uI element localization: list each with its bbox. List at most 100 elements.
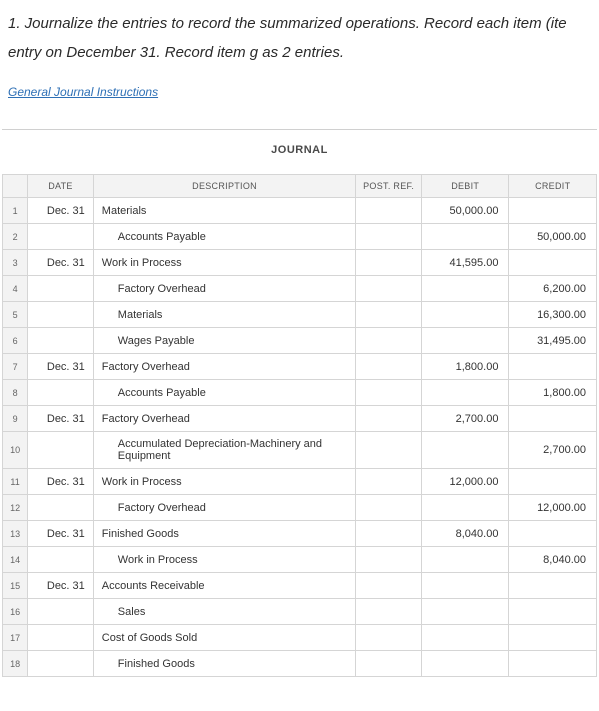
cell-date[interactable]: Dec. 31 <box>28 198 94 224</box>
cell-credit[interactable] <box>509 406 597 432</box>
table-row: 5 Materials 16,300.00 <box>3 302 597 328</box>
cell-postref[interactable] <box>356 224 422 250</box>
cell-credit[interactable] <box>509 250 597 276</box>
cell-debit[interactable] <box>421 573 509 599</box>
cell-credit[interactable]: 6,200.00 <box>509 276 597 302</box>
cell-credit[interactable]: 8,040.00 <box>509 547 597 573</box>
cell-credit[interactable]: 1,800.00 <box>509 380 597 406</box>
cell-date[interactable]: Dec. 31 <box>28 250 94 276</box>
table-row: 13Dec. 31Finished Goods8,040.00 <box>3 521 597 547</box>
cell-debit[interactable] <box>421 625 509 651</box>
cell-debit[interactable] <box>421 380 509 406</box>
cell-debit[interactable] <box>421 599 509 625</box>
cell-debit[interactable] <box>421 328 509 354</box>
cell-description[interactable]: Accounts Payable <box>93 224 356 250</box>
cell-credit[interactable]: 50,000.00 <box>509 224 597 250</box>
cell-postref[interactable] <box>356 651 422 677</box>
table-row: 7Dec. 31Factory Overhead1,800.00 <box>3 354 597 380</box>
cell-date[interactable] <box>28 328 94 354</box>
cell-postref[interactable] <box>356 406 422 432</box>
table-row: 14Work in Process8,040.00 <box>3 547 597 573</box>
instructions-line2: entry on December 31. Record item g as 2… <box>8 44 344 61</box>
cell-credit[interactable] <box>509 198 597 224</box>
table-row: 4Factory Overhead6,200.00 <box>3 276 597 302</box>
cell-debit[interactable]: 41,595.00 <box>421 250 509 276</box>
cell-date[interactable]: Dec. 31 <box>28 573 94 599</box>
cell-debit[interactable]: 8,040.00 <box>421 521 509 547</box>
table-row: 10Accumulated Depreciation-Machinery and… <box>3 432 597 469</box>
cell-description[interactable]: Work in Process <box>93 469 356 495</box>
cell-postref[interactable] <box>356 573 422 599</box>
cell-date[interactable] <box>28 224 94 250</box>
cell-credit[interactable] <box>509 573 597 599</box>
cell-postref[interactable] <box>356 276 422 302</box>
cell-postref[interactable] <box>356 198 422 224</box>
cell-description[interactable]: Materials <box>93 302 356 328</box>
cell-description[interactable]: Work in Process <box>93 250 356 276</box>
cell-description[interactable]: Work in Process <box>93 547 356 573</box>
cell-date[interactable] <box>28 495 94 521</box>
cell-postref[interactable] <box>356 599 422 625</box>
cell-postref[interactable] <box>356 302 422 328</box>
cell-date[interactable] <box>28 380 94 406</box>
cell-debit[interactable]: 50,000.00 <box>421 198 509 224</box>
cell-debit[interactable] <box>421 276 509 302</box>
cell-debit[interactable] <box>421 224 509 250</box>
cell-date[interactable] <box>28 625 94 651</box>
cell-postref[interactable] <box>356 250 422 276</box>
cell-date[interactable] <box>28 432 94 469</box>
cell-credit[interactable] <box>509 625 597 651</box>
cell-credit[interactable] <box>509 651 597 677</box>
cell-credit[interactable]: 2,700.00 <box>509 432 597 469</box>
cell-postref[interactable] <box>356 469 422 495</box>
cell-postref[interactable] <box>356 521 422 547</box>
cell-debit[interactable] <box>421 432 509 469</box>
cell-debit[interactable] <box>421 547 509 573</box>
cell-description[interactable]: Wages Payable <box>93 328 356 354</box>
cell-date[interactable]: Dec. 31 <box>28 354 94 380</box>
cell-description[interactable]: Accounts Receivable <box>93 573 356 599</box>
cell-postref[interactable] <box>356 354 422 380</box>
cell-postref[interactable] <box>356 432 422 469</box>
cell-description[interactable]: Materials <box>93 198 356 224</box>
cell-credit[interactable]: 31,495.00 <box>509 328 597 354</box>
cell-debit[interactable] <box>421 495 509 521</box>
cell-date[interactable] <box>28 302 94 328</box>
cell-debit[interactable]: 12,000.00 <box>421 469 509 495</box>
cell-debit[interactable] <box>421 651 509 677</box>
cell-postref[interactable] <box>356 328 422 354</box>
cell-description[interactable]: Cost of Goods Sold <box>93 625 356 651</box>
cell-description[interactable]: Factory Overhead <box>93 276 356 302</box>
cell-description[interactable]: Factory Overhead <box>93 495 356 521</box>
cell-date[interactable]: Dec. 31 <box>28 521 94 547</box>
cell-credit[interactable] <box>509 599 597 625</box>
cell-date[interactable] <box>28 599 94 625</box>
cell-date[interactable] <box>28 547 94 573</box>
cell-postref[interactable] <box>356 380 422 406</box>
cell-credit[interactable]: 16,300.00 <box>509 302 597 328</box>
cell-debit[interactable]: 2,700.00 <box>421 406 509 432</box>
cell-description[interactable]: Sales <box>93 599 356 625</box>
cell-description[interactable]: Finished Goods <box>93 521 356 547</box>
row-number: 18 <box>3 651 28 677</box>
cell-date[interactable] <box>28 651 94 677</box>
cell-postref[interactable] <box>356 625 422 651</box>
row-number: 5 <box>3 302 28 328</box>
cell-date[interactable]: Dec. 31 <box>28 469 94 495</box>
cell-date[interactable]: Dec. 31 <box>28 406 94 432</box>
cell-debit[interactable] <box>421 302 509 328</box>
cell-credit[interactable] <box>509 469 597 495</box>
cell-description[interactable]: Factory Overhead <box>93 354 356 380</box>
cell-credit[interactable] <box>509 354 597 380</box>
cell-description[interactable]: Accounts Payable <box>93 380 356 406</box>
cell-description[interactable]: Factory Overhead <box>93 406 356 432</box>
cell-description[interactable]: Accumulated Depreciation-Machinery and E… <box>93 432 356 469</box>
cell-postref[interactable] <box>356 495 422 521</box>
cell-description[interactable]: Finished Goods <box>93 651 356 677</box>
cell-postref[interactable] <box>356 547 422 573</box>
cell-credit[interactable]: 12,000.00 <box>509 495 597 521</box>
cell-credit[interactable] <box>509 521 597 547</box>
cell-debit[interactable]: 1,800.00 <box>421 354 509 380</box>
cell-date[interactable] <box>28 276 94 302</box>
general-journal-instructions-link[interactable]: General Journal Instructions <box>0 67 599 129</box>
